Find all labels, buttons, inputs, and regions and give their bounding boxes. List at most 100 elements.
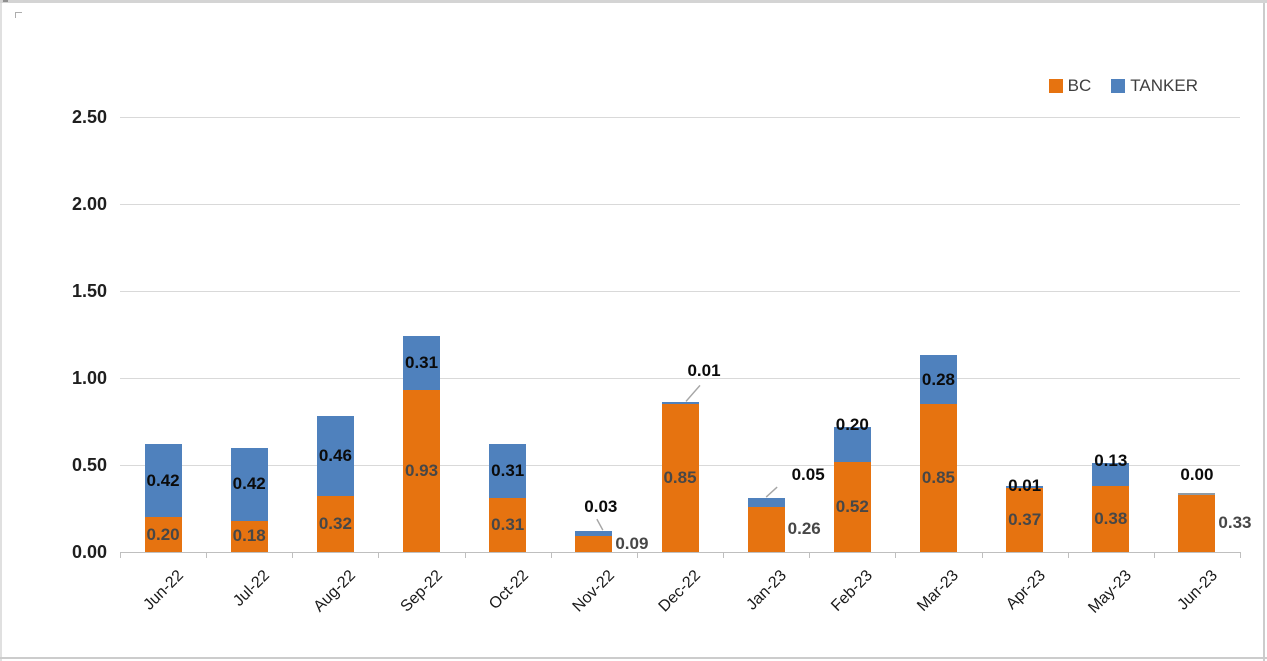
data-label-tanker-May-23: 0.13	[1094, 451, 1128, 471]
bar-tanker-Nov-22[interactable]	[575, 531, 613, 537]
data-label-tanker-Sep-22: 0.31	[404, 353, 439, 373]
x-axis-tick	[895, 552, 897, 558]
data-label-tanker-Dec-22: 0.01	[687, 361, 721, 381]
bar-tanker-Jun-23[interactable]	[1178, 493, 1216, 495]
gridline	[120, 291, 1240, 292]
y-axis-tick-label: 1.00	[71, 368, 107, 388]
gridline	[120, 378, 1240, 379]
x-axis-tick	[550, 552, 552, 558]
x-axis-label-May-23: May-23	[1085, 567, 1135, 617]
x-axis-tick	[206, 552, 208, 558]
y-axis-tick-label: 0.00	[71, 542, 107, 562]
right-border-line	[1263, 3, 1265, 661]
bar-tanker-Mar-23[interactable]	[919, 355, 957, 405]
x-axis-label-Jun-23: Jun-23	[1174, 567, 1221, 614]
tanker-legend-label: TANKER	[1130, 76, 1198, 95]
bar-bc-Mar-23[interactable]	[919, 404, 957, 552]
x-axis-tick	[120, 552, 121, 558]
bar-tanker-May-23[interactable]	[1092, 463, 1130, 486]
data-label-bc-Dec-22: 0.85	[663, 468, 697, 488]
data-label-bc-Jun-22: 0.20	[146, 524, 180, 544]
x-axis-tick	[981, 552, 983, 558]
x-axis-label-Aug-22: Aug-22	[310, 567, 360, 616]
x-axis-label-Jun-22: Jun-22	[140, 567, 188, 614]
data-label-bc-May-23: 0.38	[1094, 508, 1128, 528]
left-border-line	[0, 3, 2, 661]
x-axis-tick	[464, 552, 466, 558]
data-label-tanker-Feb-23: 0.20	[835, 414, 869, 434]
bar-tanker-Jul-22[interactable]	[230, 447, 268, 521]
legend-item-tanker[interactable]: TANKER	[1111, 76, 1198, 96]
data-label-bc-Aug-22: 0.32	[318, 514, 352, 534]
x-axis-label-Nov-22: Nov-22	[569, 567, 618, 616]
data-label-tanker-Apr-23: 0.01	[1008, 475, 1042, 495]
bar-tanker-Oct-22[interactable]	[489, 444, 527, 499]
x-axis-label-Apr-23: Apr-23	[1002, 567, 1049, 613]
y-axis-tick-label: 1.50	[71, 281, 107, 301]
data-label-tanker-Aug-22: 0.46	[318, 446, 352, 466]
data-label-bc-Jul-22: 0.18	[232, 526, 266, 546]
bar-bc-Nov-22[interactable]	[575, 536, 613, 552]
bar-tanker-Feb-23[interactable]	[833, 426, 871, 462]
tanker-legend-swatch	[1111, 79, 1126, 93]
x-axis-tick	[1067, 552, 1069, 558]
x-axis-tick	[1240, 552, 1241, 558]
data-label-bc-Jun-23: 0.33	[1218, 513, 1252, 533]
bar-tanker-Sep-22[interactable]	[403, 336, 441, 391]
bar-tanker-Apr-23[interactable]	[1006, 485, 1044, 488]
x-axis-label-Jan-23: Jan-23	[743, 567, 791, 614]
data-label-tanker-Jun-23: 0.00	[1180, 464, 1214, 484]
data-label-bc-Jan-23: 0.26	[787, 519, 821, 539]
data-label-tanker-Jan-23: 0.05	[791, 465, 825, 485]
data-label-tanker-Nov-22: 0.03	[584, 497, 618, 517]
bar-bc-Aug-22[interactable]	[316, 496, 354, 552]
x-axis-tick	[723, 552, 725, 558]
legend-item-bc[interactable]: BC	[1048, 76, 1092, 96]
data-label-bc-Mar-23: 0.85	[921, 468, 955, 488]
selection-corner-mark	[15, 12, 22, 18]
bar-bc-Feb-23[interactable]	[833, 461, 871, 552]
x-axis-line	[120, 552, 1240, 553]
bar-tanker-Dec-22[interactable]	[661, 402, 699, 405]
data-label-bc-Oct-22: 0.31	[491, 515, 525, 535]
x-axis-label-Mar-23: Mar-23	[914, 567, 963, 615]
x-axis-tick	[1153, 552, 1155, 558]
data-label-bc-Apr-23: 0.37	[1008, 509, 1042, 529]
data-label-tanker-Mar-23: 0.28	[921, 369, 955, 389]
bar-bc-Oct-22[interactable]	[489, 498, 527, 552]
x-axis-label-Feb-23: Feb-23	[828, 567, 877, 615]
y-axis-tick-label: 2.00	[71, 194, 107, 214]
bc-legend-label: BC	[1067, 76, 1092, 95]
bar-bc-Jun-22[interactable]	[144, 517, 182, 552]
y-axis-tick-label: 2.50	[71, 107, 107, 127]
bar-bc-Sep-22[interactable]	[403, 390, 441, 552]
gridline	[120, 204, 1240, 205]
y-axis-tick-label: 0.50	[71, 455, 107, 475]
x-axis-tick	[292, 552, 294, 558]
x-axis-label-Jul-22: Jul-22	[230, 567, 274, 610]
bar-bc-Apr-23[interactable]	[1006, 487, 1044, 552]
bar-tanker-Jun-22[interactable]	[144, 444, 182, 518]
data-label-bc-Feb-23: 0.52	[835, 496, 869, 516]
bar-tanker-Jan-23[interactable]	[747, 498, 785, 507]
bar-bc-Dec-22[interactable]	[661, 404, 699, 552]
x-axis-tick	[378, 552, 380, 558]
bar-bc-Jan-23[interactable]	[747, 506, 785, 552]
top-border-band	[0, 0, 1267, 3]
bar-tanker-Aug-22[interactable]	[316, 416, 354, 497]
bar-bc-Jul-22[interactable]	[230, 520, 268, 552]
data-label-tanker-Jul-22: 0.42	[232, 474, 266, 494]
bar-bc-Jun-23[interactable]	[1178, 494, 1216, 552]
bar-bc-May-23[interactable]	[1092, 485, 1130, 552]
data-label-tanker-Oct-22: 0.31	[491, 461, 525, 481]
bottom-border-line	[0, 657, 1267, 659]
x-axis-label-Oct-22: Oct-22	[485, 567, 532, 613]
gridline	[120, 117, 1240, 118]
data-label-tanker-Jun-22: 0.42	[146, 470, 180, 490]
legend: BC TANKER	[1048, 76, 1198, 96]
bc-legend-swatch	[1048, 79, 1063, 93]
x-axis-label-Dec-22: Dec-22	[655, 567, 705, 616]
data-label-bc-Sep-22: 0.93	[404, 461, 439, 481]
